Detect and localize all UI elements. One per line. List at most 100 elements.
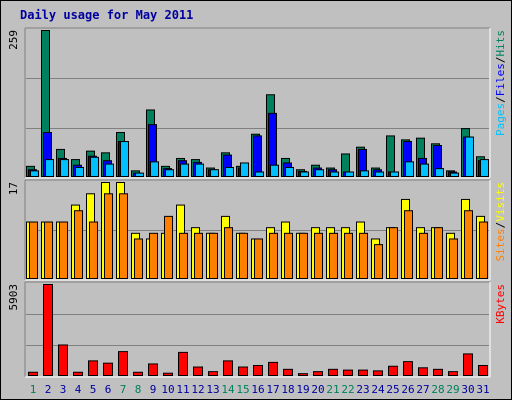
legend-part: Visits	[494, 182, 507, 222]
sites-bar	[119, 193, 128, 279]
hits-legend-label: Pages/Files/Hits	[494, 30, 507, 136]
x-tick-label: 18	[281, 383, 294, 396]
sites-bar	[209, 232, 218, 280]
x-tick-label: 21	[326, 383, 339, 396]
kbytes-bar	[403, 361, 413, 377]
kbytes-bar	[28, 371, 38, 377]
pages-bar	[180, 163, 189, 177]
kbytes-bar	[73, 371, 83, 377]
sites-bar	[74, 210, 83, 279]
x-tick-label: 9	[150, 383, 157, 396]
pages-bar	[390, 171, 399, 177]
kbytes-bar	[463, 353, 473, 377]
kbytes-bar	[238, 366, 248, 377]
sites-bar	[434, 227, 443, 279]
x-tick-label: 16	[251, 383, 264, 396]
x-tick-label: 5	[90, 383, 97, 396]
pages-bar	[165, 169, 174, 177]
kbytes-bar	[268, 361, 278, 376]
x-tick-label: 11	[176, 383, 189, 396]
pages-bar	[480, 159, 489, 178]
kbytes-bar	[328, 368, 338, 377]
pages-bar	[450, 172, 459, 178]
kbytes-bar	[103, 362, 113, 377]
x-tick-label: 29	[446, 383, 459, 396]
x-tick-label: 26	[401, 383, 414, 396]
sites-bar	[254, 238, 263, 279]
x-tick-label: 3	[60, 383, 67, 396]
files-bar	[253, 135, 262, 178]
pages-bar	[30, 170, 39, 177]
x-tick-label: 8	[135, 383, 142, 396]
sites-bar	[44, 221, 53, 280]
pages-bar	[120, 141, 129, 177]
legend-part: Files	[494, 63, 507, 96]
kbytes-bar	[313, 371, 323, 376]
kbytes-bar	[178, 351, 188, 376]
x-tick-label: 13	[206, 383, 219, 396]
pages-bar	[225, 166, 234, 178]
pages-bar	[435, 168, 444, 178]
x-tick-label: 7	[120, 383, 127, 396]
kbytes-bar	[433, 368, 443, 377]
pages-bar	[105, 163, 114, 177]
x-tick-label: 12	[191, 383, 204, 396]
x-tick-label: 23	[356, 383, 369, 396]
kbytes-axis-max-label: 5903	[7, 284, 20, 311]
x-tick-label: 14	[221, 383, 235, 396]
legend-part: Sites	[494, 228, 507, 261]
x-tick-label: 15	[236, 383, 249, 396]
sites-bar	[479, 221, 488, 280]
kbytes-bar	[373, 370, 383, 377]
chart-title: Daily usage for May 2011	[20, 8, 194, 22]
x-tick-label: 10	[161, 383, 174, 396]
visits-axis-max-label: 17	[7, 182, 20, 195]
pages-bar	[135, 172, 144, 178]
x-tick-label: 31	[476, 383, 489, 396]
x-tick-label: 4	[75, 383, 82, 396]
legend-part: KBytes	[494, 284, 507, 324]
sites-bar	[269, 232, 278, 280]
pages-bar	[75, 166, 84, 178]
kbytes-bar	[148, 363, 158, 376]
kbytes-bar	[283, 368, 293, 377]
pages-bar	[285, 166, 294, 178]
pages-bar	[465, 136, 474, 178]
sites-bar	[164, 215, 173, 279]
kbytes-bar	[88, 360, 98, 377]
kbytes-bar	[43, 284, 53, 376]
x-tick-label: 19	[296, 383, 309, 396]
pages-bar	[240, 162, 249, 177]
sites-bar	[59, 221, 68, 280]
sites-bar	[29, 221, 38, 280]
sites-bar	[149, 232, 158, 280]
legend-part: Hits	[494, 30, 507, 57]
legend-part: /	[494, 222, 507, 229]
visits-legend-label: Sites/Visits	[494, 182, 507, 262]
pages-bar	[210, 169, 219, 177]
kbytes-bar	[418, 367, 428, 376]
x-tick-label: 17	[266, 383, 279, 396]
pages-bar	[330, 171, 339, 177]
sites-bar	[194, 232, 203, 280]
x-tick-label: 24	[371, 383, 385, 396]
sites-bar	[389, 227, 398, 279]
kbytes-bar	[253, 364, 263, 377]
kbytes-bar	[298, 373, 308, 376]
kbytes-bar	[223, 360, 233, 377]
pages-bar	[90, 156, 99, 178]
kbytes-legend-label: KBytes	[494, 284, 507, 324]
sites-bar	[404, 210, 413, 279]
pages-bar	[405, 161, 414, 177]
legend-part: /	[494, 57, 507, 64]
legend-part: /	[494, 96, 507, 103]
pages-bar	[360, 170, 369, 177]
sites-bar	[134, 238, 143, 279]
sites-bar	[179, 232, 188, 280]
pages-bar	[270, 164, 279, 178]
x-tick-label: 6	[105, 383, 112, 396]
pages-bar	[300, 171, 309, 177]
pages-bar	[345, 171, 354, 177]
kbytes-bar	[133, 371, 143, 377]
sites-bar	[449, 238, 458, 279]
